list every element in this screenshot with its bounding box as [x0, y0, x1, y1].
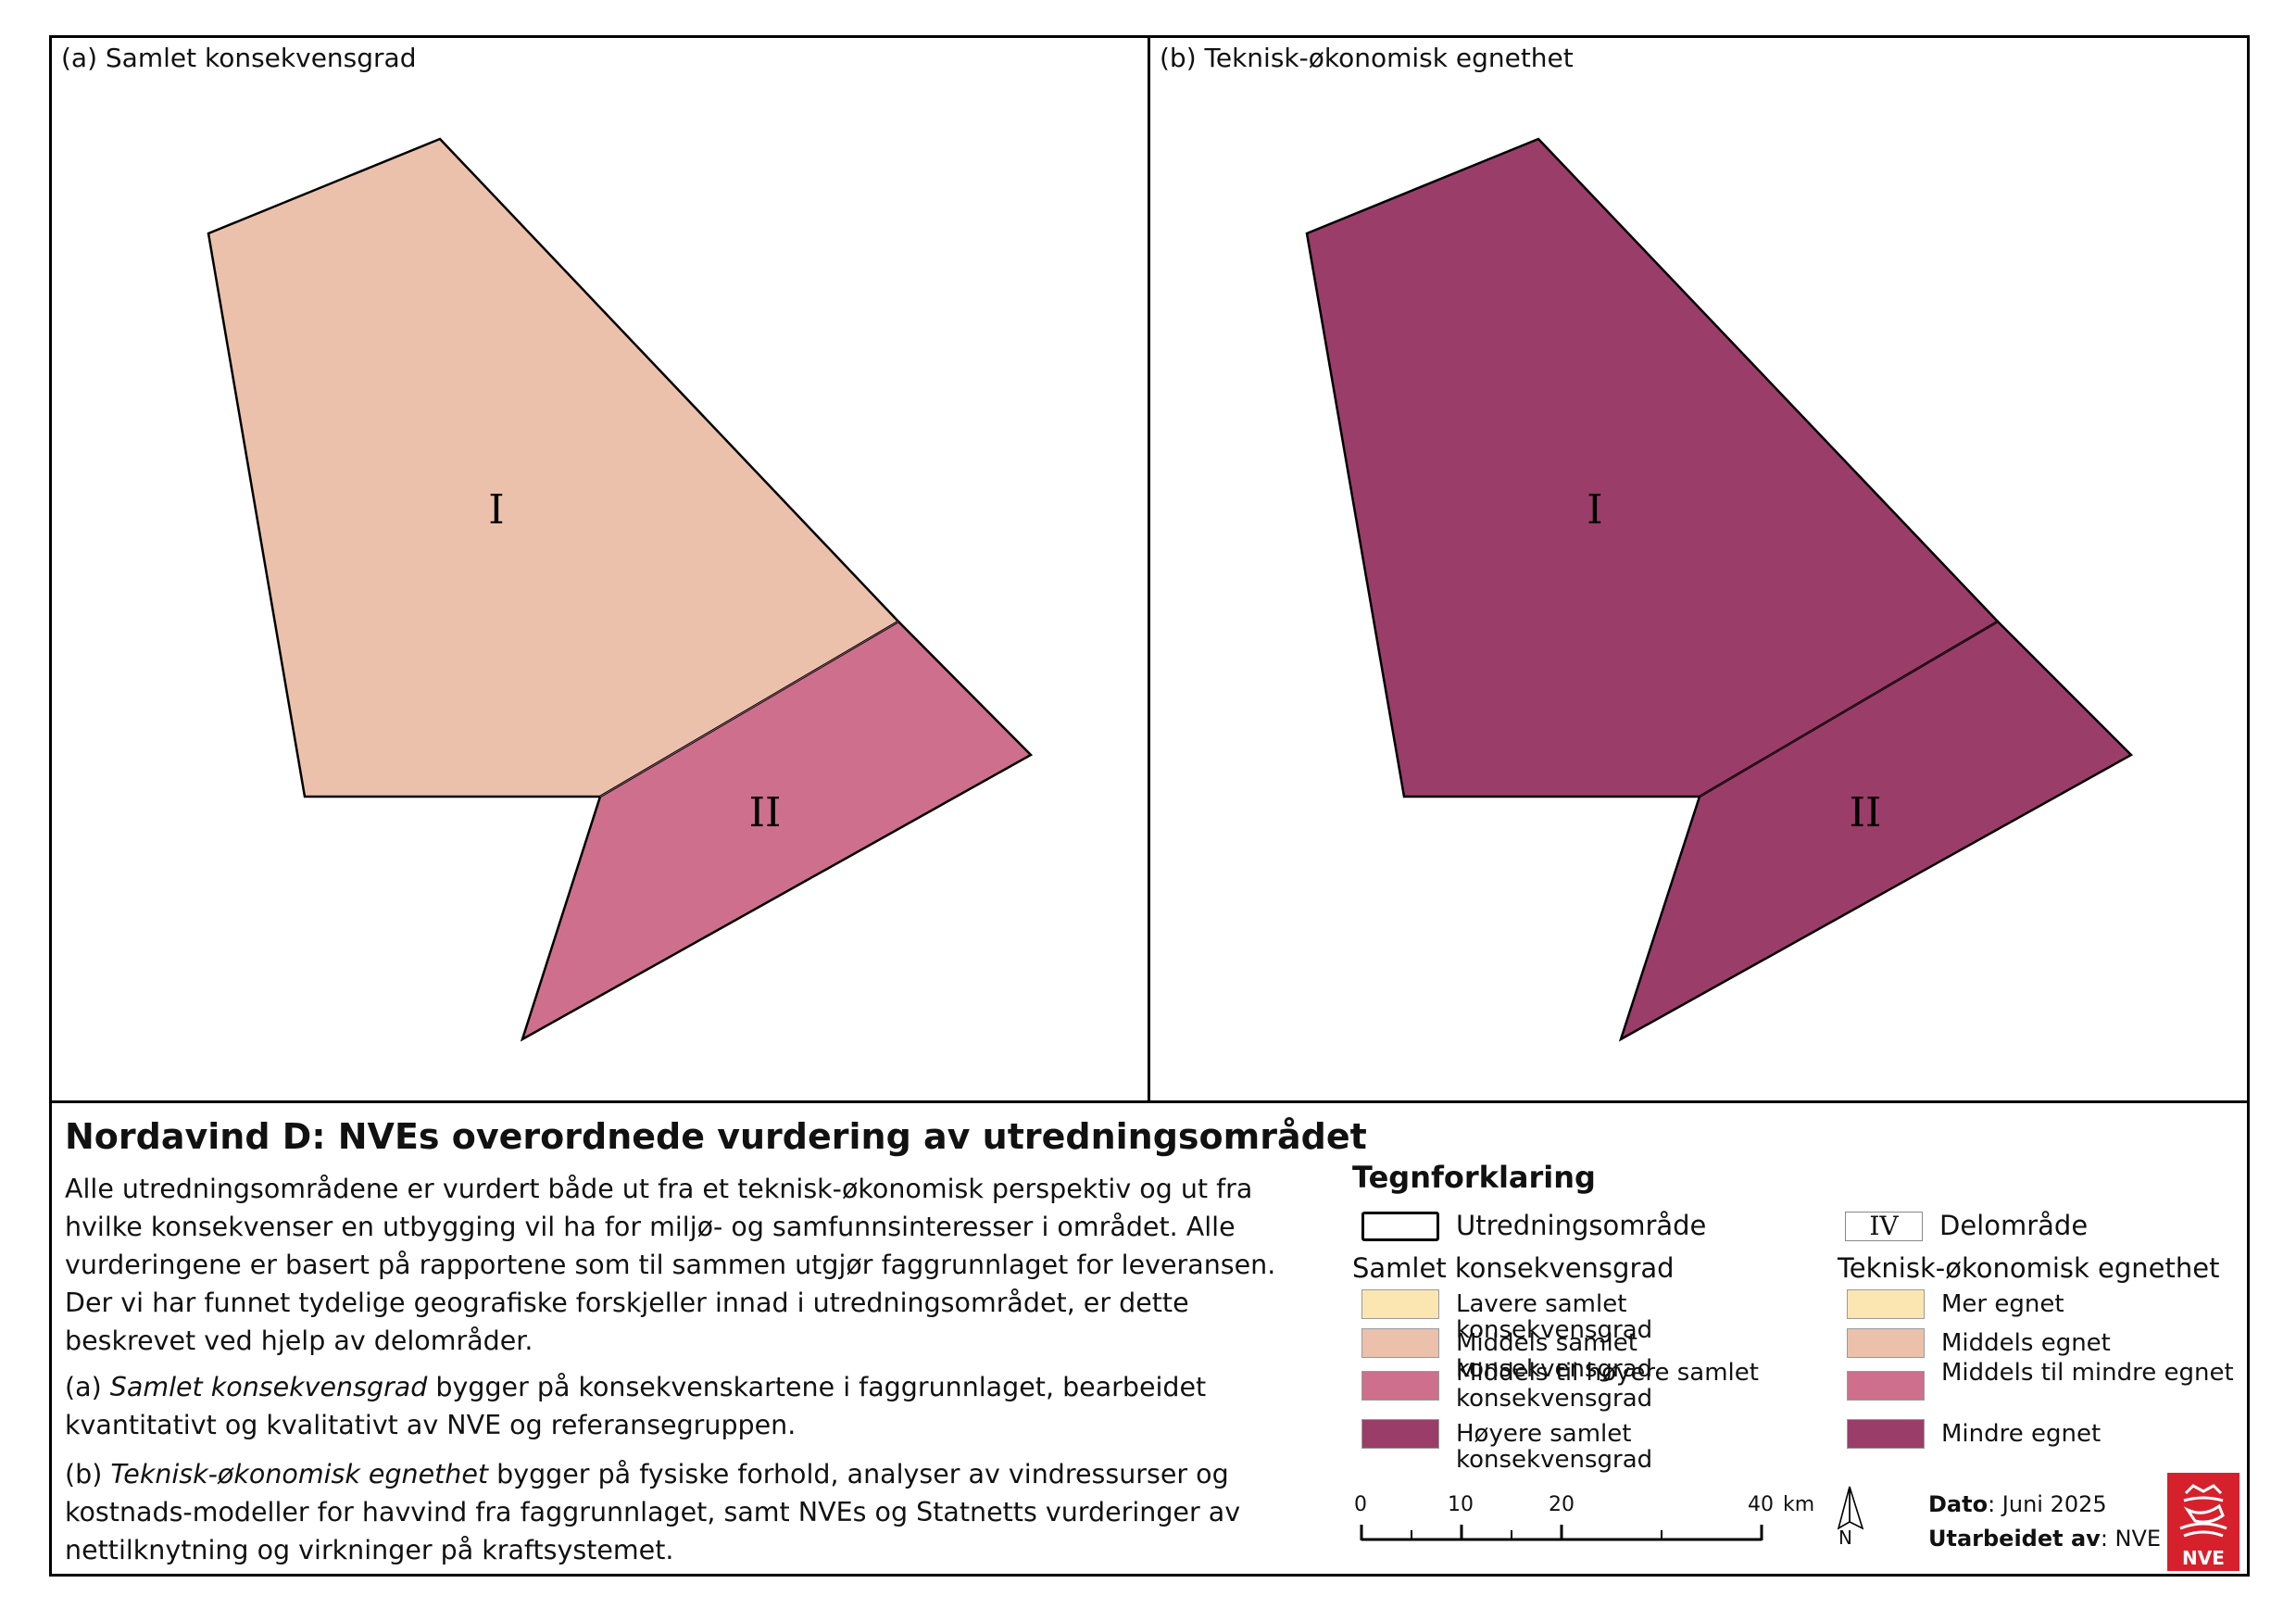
- paragraph-a: (a) Samlet konsekvensgrad bygger på kons…: [65, 1368, 1297, 1444]
- north-arrow-icon: [1837, 1486, 1864, 1530]
- legend-right-swatch-3: [1847, 1419, 1925, 1449]
- legend-left-label-3: Høyere samlet konsekvensgrad: [1456, 1420, 1653, 1474]
- scale-unit: km: [1783, 1493, 1815, 1516]
- scale-tick-40: 40: [1748, 1493, 1774, 1516]
- author-label: Utarbeidet av: [1928, 1526, 2101, 1552]
- legend-right-heading: Teknisk-økonomisk egnethet: [1838, 1252, 2220, 1284]
- legend-right-swatch-1: [1847, 1328, 1925, 1358]
- map-graphics: I II I II: [207, 137, 2134, 1042]
- panel-b-map: I II: [1305, 137, 2134, 1042]
- legend-left-label-1: Middels samlet konsekvensgrad: [1456, 1329, 1653, 1383]
- area-a-II-label: II: [749, 789, 782, 836]
- scale-tick-10: 10: [1448, 1493, 1474, 1516]
- legend-left-swatch-3: [1361, 1419, 1439, 1449]
- legend: Tegnforklaring Utredningsområde IV Delom…: [1352, 1160, 2260, 1577]
- legend-outline-label: Utredningsområde: [1456, 1210, 1707, 1241]
- date-value: : Juni 2025: [1988, 1491, 2107, 1517]
- lion-emblem-icon: [2179, 1484, 2227, 1538]
- paragraph-b-text: bygger på fysiske forhold, analyser av v…: [65, 1459, 1241, 1565]
- legend-subarea-swatch: IV: [1845, 1212, 1923, 1241]
- scale-bar: [1360, 1525, 1763, 1541]
- area-b-II-label: II: [1850, 789, 1882, 836]
- legend-right-swatch-2: [1847, 1371, 1925, 1401]
- date-line: Dato: Juni 2025: [1928, 1491, 2107, 1517]
- intro-paragraph: Alle utredningsområdene er vurdert både …: [65, 1174, 1276, 1356]
- info-panel: [49, 1100, 2250, 1577]
- author-line: Utarbeidet av: NVE: [1928, 1526, 2161, 1552]
- panel-a-map: I II: [207, 137, 1034, 1042]
- legend-left-swatch-1: [1361, 1328, 1439, 1358]
- area-b-I-label: I: [1587, 486, 1602, 534]
- legend-left-swatch-2: [1361, 1371, 1439, 1401]
- paragraph-a-text: bygger på konsekvenskartene i faggrunnla…: [65, 1372, 1207, 1440]
- legend-left-label-2: Middels til høyere samlet konsekvensgrad: [1456, 1359, 1759, 1413]
- paragraph-a-prefix: (a): [65, 1372, 110, 1402]
- legend-left-swatch-0: [1361, 1289, 1439, 1319]
- legend-right-label-0: Mer egnet: [1941, 1290, 2064, 1318]
- legend-subarea-label: Delområde: [1939, 1210, 2089, 1241]
- nve-logo-text: NVE: [2182, 1547, 2225, 1569]
- legend-title: Tegnforklaring: [1352, 1160, 1596, 1195]
- area-a-I-label: I: [488, 486, 504, 534]
- sheet-title: Nordavind D: NVEs overordnede vurdering …: [65, 1116, 1367, 1157]
- legend-left-heading: Samlet konsekvensgrad: [1352, 1252, 1675, 1284]
- legend-right-label-1: Middels egnet: [1941, 1329, 2111, 1357]
- scale-tick-0: 0: [1354, 1493, 1367, 1516]
- paragraph-b-term: Teknisk-økonomisk egnethet: [110, 1459, 489, 1489]
- legend-outline-swatch: [1361, 1212, 1439, 1241]
- panel-a-title: (a) Samlet konsekvensgrad: [61, 43, 417, 73]
- legend-right-swatch-0: [1847, 1289, 1925, 1319]
- legend-right-label-3: Mindre egnet: [1941, 1420, 2102, 1448]
- paragraph-a-term: Samlet konsekvensgrad: [109, 1372, 428, 1402]
- date-label: Dato: [1928, 1491, 1989, 1517]
- scale-tick-20: 20: [1549, 1493, 1575, 1516]
- area-a-I: [207, 137, 900, 798]
- area-b-I: [1305, 137, 2000, 798]
- panel-b-title: (b) Teknisk-økonomisk egnethet: [1160, 43, 1574, 73]
- paragraph-b: (b) Teknisk-økonomisk egnethet bygger på…: [65, 1455, 1297, 1569]
- nve-logo: NVE: [2167, 1473, 2240, 1571]
- area-b-divider: [1699, 621, 1999, 798]
- author-value: : NVE: [2100, 1526, 2162, 1552]
- legend-right-label-2: Middels til mindre egnet: [1941, 1359, 2234, 1387]
- legend-left-label-0: Lavere samlet konsekvensgrad: [1456, 1290, 1653, 1344]
- north-label: N: [1838, 1527, 1852, 1549]
- paragraph-b-prefix: (b): [65, 1459, 111, 1489]
- area-a-divider: [599, 621, 899, 798]
